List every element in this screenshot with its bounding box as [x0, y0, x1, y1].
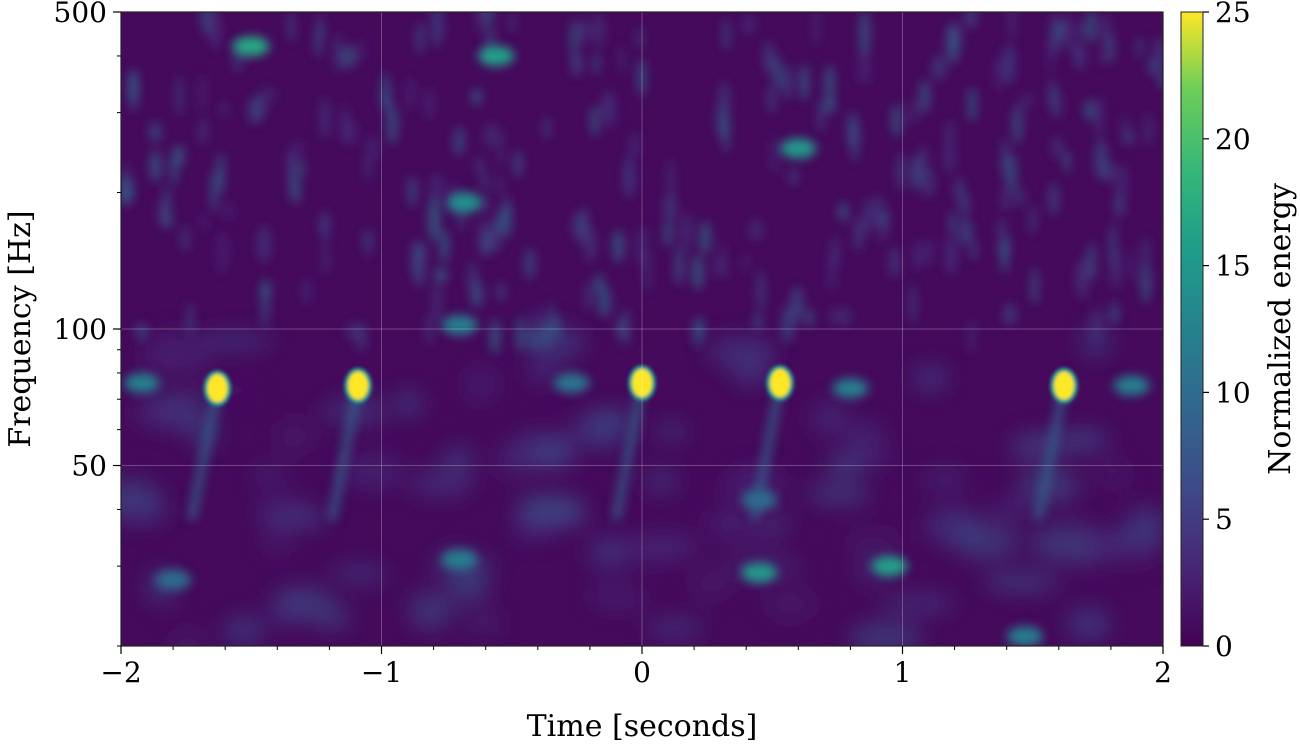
- colorbar-tick-label: 15: [1215, 250, 1251, 283]
- y-axis-title: Frequency [Hz]: [3, 210, 38, 447]
- x-axis-title: Time [seconds]: [527, 709, 758, 744]
- x-tick-label: −1: [361, 656, 402, 689]
- heatmap-feature: [478, 45, 515, 66]
- x-tick-label: −2: [100, 656, 141, 689]
- heatmap-features: [123, 36, 1150, 646]
- y-axis: 50 100 500: [54, 0, 121, 647]
- colorbar-ticks: 0 5 10 15 20 25: [1203, 0, 1251, 663]
- y-tick-label: 500: [54, 0, 107, 29]
- heatmap-feature: [832, 378, 869, 399]
- peak-marker: [348, 371, 369, 400]
- heatmap-feature: [441, 549, 478, 570]
- peak-marker: [207, 374, 228, 403]
- y-tick-label: 100: [54, 313, 107, 346]
- x-tick-label: 1: [894, 656, 912, 689]
- colorbar-gradient: [1180, 11, 1204, 647]
- heatmap-feature: [741, 562, 778, 583]
- heatmap-feature: [780, 138, 817, 159]
- heatmap-feature: [155, 569, 192, 590]
- colorbar-tick-label: 10: [1215, 376, 1251, 409]
- heatmap-feature: [1113, 375, 1150, 396]
- peak-marker: [770, 369, 791, 398]
- colorbar-tick-label: 20: [1215, 123, 1251, 156]
- peak-marker: [1054, 371, 1075, 400]
- heatmap-feature: [123, 373, 160, 394]
- heatmap-low-frequency-texture: [121, 324, 1163, 646]
- spectrogram-heatmap: [121, 12, 1163, 646]
- heatmap-feature: [553, 373, 590, 394]
- colorbar-tick-label: 0: [1215, 630, 1233, 663]
- x-tick-label: 0: [633, 656, 651, 689]
- heatmap-feature: [1006, 626, 1043, 646]
- heatmap-feature: [871, 556, 908, 577]
- heatmap-peaks: [203, 365, 1079, 407]
- heatmap-feature: [233, 36, 270, 57]
- heatmap-feature: [441, 315, 478, 336]
- colorbar: 0 5 10 15 20 25 Normalized energy: [1180, 0, 1298, 663]
- heatmap-high-frequency-texture: [121, 12, 1163, 356]
- colorbar-tick-label: 25: [1215, 0, 1251, 29]
- y-tick-label: 50: [71, 450, 107, 483]
- heatmap-feature: [741, 489, 778, 510]
- peak-marker: [632, 369, 652, 398]
- heatmap-feature: [446, 192, 483, 213]
- x-tick-label: 2: [1154, 656, 1172, 689]
- x-axis: −2 −1 0 1 2: [100, 646, 1172, 689]
- colorbar-title: Normalized energy: [1263, 183, 1298, 475]
- colorbar-tick-label: 5: [1215, 503, 1233, 536]
